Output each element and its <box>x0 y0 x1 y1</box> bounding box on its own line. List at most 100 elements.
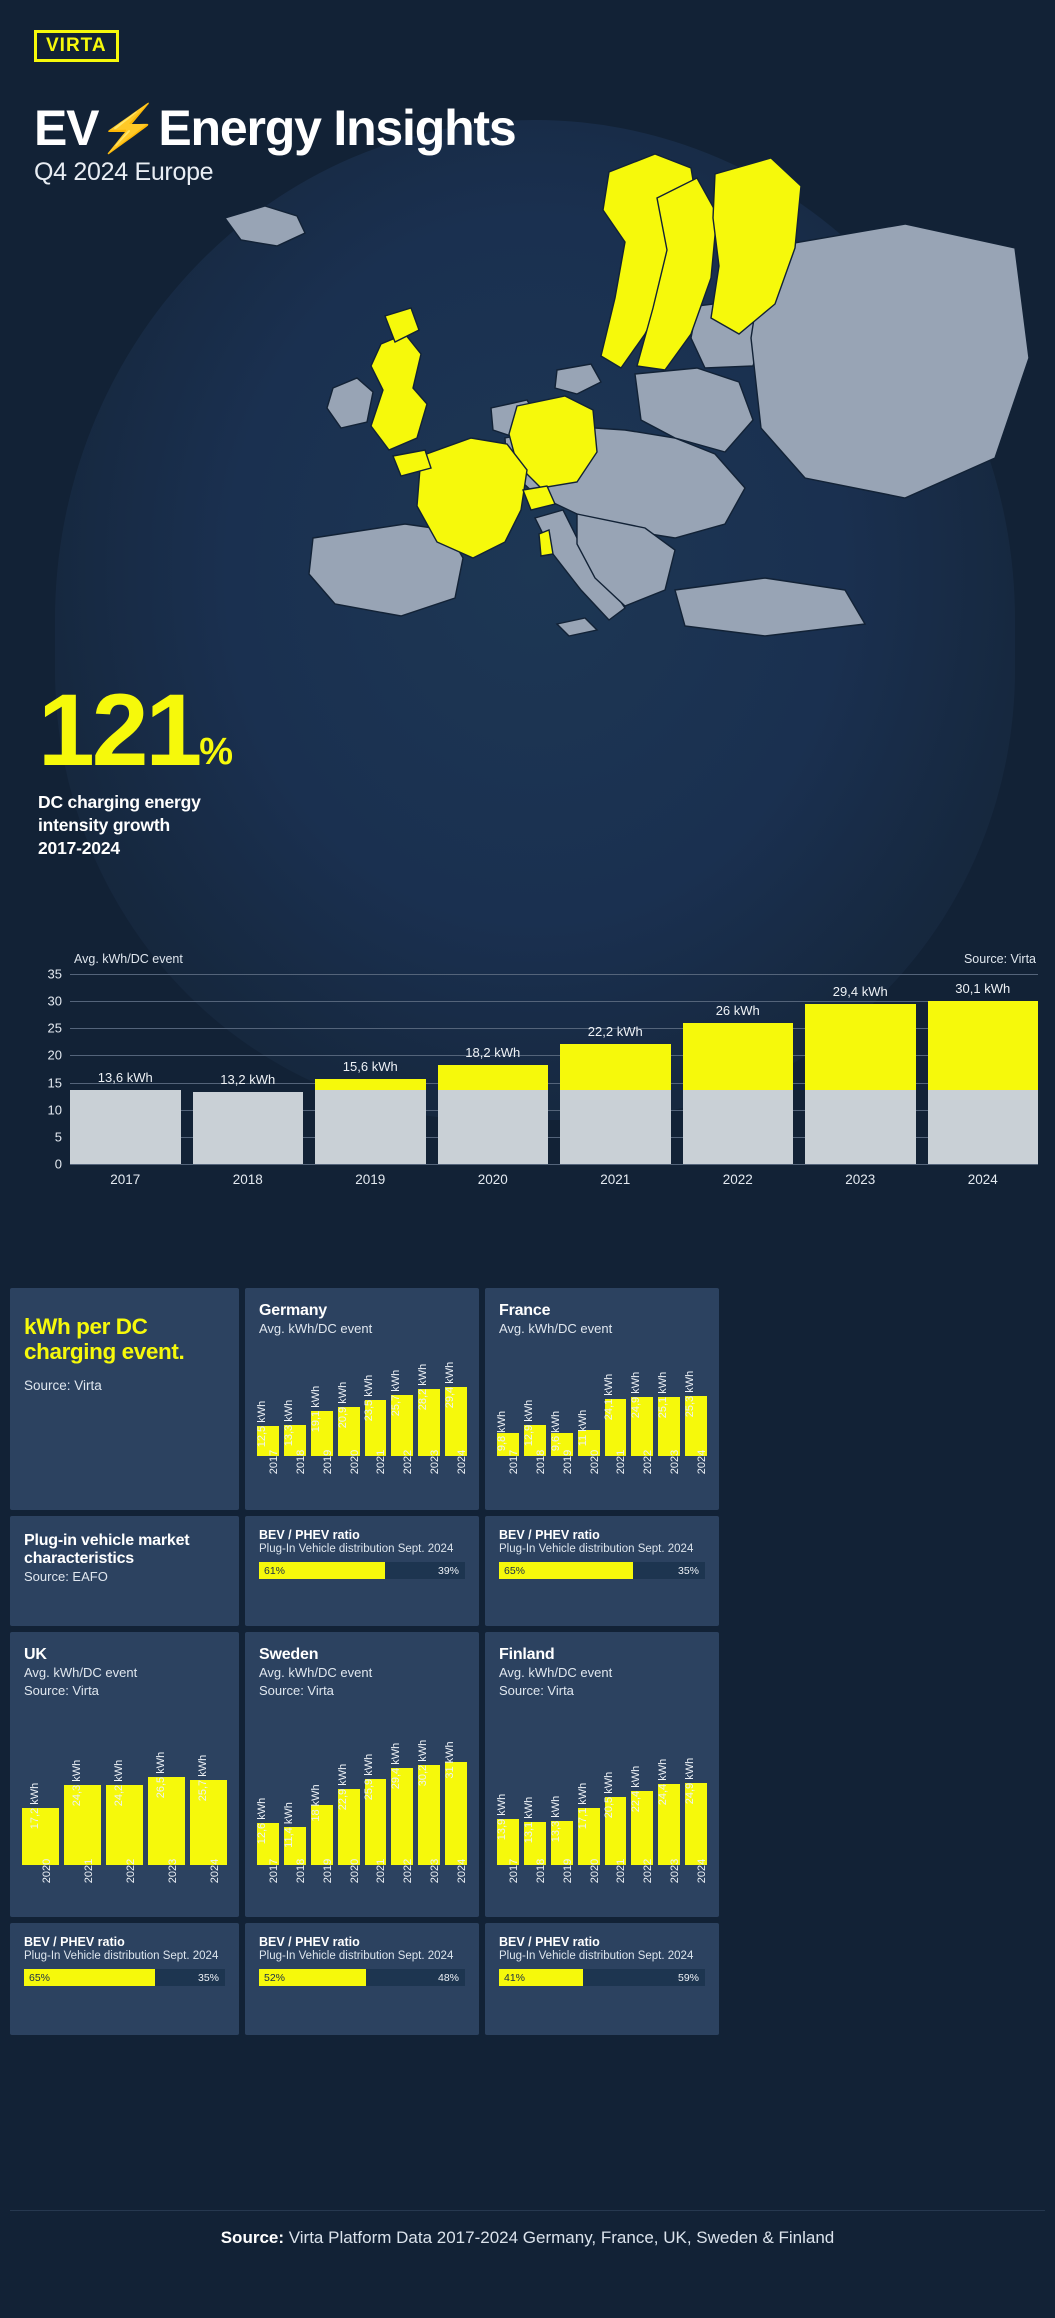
sweden-subtitle: Avg. kWh/DC event <box>259 1665 373 1680</box>
finland-subtitle: Avg. kWh/DC event <box>499 1665 613 1680</box>
germany-panel: Germany Avg. kWh/DC event 12,5 kWh 13,3 k… <box>245 1288 479 1510</box>
uk-value-label: 26,5 kWh <box>154 1752 167 1799</box>
sweden-bar-fill <box>257 1823 279 1865</box>
sweden-bar-fill <box>391 1767 414 1865</box>
panel-row-bottom: UK Avg. kWh/DC event Source: Virta 17,2 … <box>10 1632 1045 2035</box>
finland-bar-fill <box>577 1808 600 1865</box>
sweden-value-label: 12,6 kWh <box>255 1797 268 1845</box>
france-bar-fill <box>497 1432 519 1456</box>
uk-subtitle: Avg. kWh/DC event <box>24 1665 138 1680</box>
france-bar: 9,6 kWh <box>550 1338 573 1456</box>
footer: Source: Virta Platform Data 2017-2024 Ge… <box>0 2228 1055 2248</box>
sweden-bar-fill <box>337 1789 360 1865</box>
sweden-title: Sweden <box>259 1646 319 1663</box>
germany-subtitle: Avg. kWh/DC event <box>259 1321 373 1336</box>
hero-stat-number: 121 % <box>38 679 233 781</box>
uk-bar: 26,5 kWh <box>148 1700 185 1865</box>
uk-column: UK Avg. kWh/DC event Source: Virta 17,2 … <box>10 1632 239 2035</box>
sweden-source: Source: Virta <box>259 1682 334 1698</box>
germany-x-cell: 2017 <box>257 1450 280 1504</box>
main-chart-gridline <box>70 1136 1038 1138</box>
sweden-bar-chart: 12,6 kWh 11,4 kWh 18 kWh 22,9 kWh 25,9 kWh 29… <box>255 1700 469 1913</box>
france-value-label: 25,3 kWh <box>684 1370 697 1418</box>
main-chart-bar: 18,2 kWh <box>437 974 548 1164</box>
sweden-value-label: 29,4 kWh <box>390 1742 403 1789</box>
main-chart-value-label: 26 kWh <box>715 1002 760 1018</box>
sweden-header: Sweden Avg. kWh/DC event Source: Virta <box>245 1632 479 1700</box>
main-chart-y-tick: 25 <box>47 1020 62 1036</box>
sweden-bar: 31 kWh <box>444 1700 467 1865</box>
sweden-phev-value: 48% <box>437 1971 459 1984</box>
main-chart-caption: Avg. kWh/DC event <box>74 952 183 966</box>
main-chart-y-tick: 0 <box>54 1156 62 1172</box>
france-x-label: 2022 <box>642 1449 655 1475</box>
headline-source: Source: Virta <box>24 1378 102 1394</box>
france-x-labels: 2017 2018 2019 2020 2021 2022 2023 2024 <box>497 1450 708 1504</box>
sweden-bar: 30,2 kWh <box>417 1700 441 1865</box>
france-x-cell: 2023 <box>658 1450 681 1504</box>
finland-x-labels: 2017 2018 2019 2020 2021 2022 2023 2024 <box>497 1859 708 1913</box>
sweden-x-cell: 2021 <box>365 1859 387 1913</box>
uk-bar: 24,3 kWh <box>64 1700 101 1865</box>
finland-ratio-bar: 41% 59% <box>499 1969 705 1986</box>
sweden-value-label: 31 kWh <box>444 1741 457 1780</box>
uk-x-cell: 2023 <box>148 1859 185 1913</box>
finland-bar-fill <box>604 1797 627 1865</box>
uk-x-labels: 2020 2021 2022 2023 2024 <box>22 1859 227 1913</box>
germany-bar-fill <box>391 1395 414 1456</box>
sweden-value-label: 22,9 kWh <box>336 1763 349 1811</box>
uk-bar-fill <box>148 1777 185 1865</box>
footer-text: Virta Platform Data 2017-2024 Germany, F… <box>284 2228 835 2247</box>
finland-bar: 17,1 kWh <box>577 1700 600 1865</box>
sweden-x-cell: 2018 <box>284 1859 307 1913</box>
main-chart-x-label: 2023 <box>845 1172 876 1187</box>
germany-bar-fill <box>418 1389 441 1456</box>
sweden-x-label: 2024 <box>456 1858 469 1884</box>
main-chart-bar-growth <box>805 1004 916 1091</box>
france-value-label: 24,9 kWh <box>630 1371 643 1419</box>
uk-bar: 24,2 kWh <box>106 1700 143 1865</box>
market-source: Source: EAFO <box>24 1569 108 1584</box>
main-chart-axis <box>70 1164 1038 1165</box>
main-chart-bar-base <box>70 1090 181 1164</box>
main-chart-x-label: 2020 <box>477 1172 508 1187</box>
finland-x-label: 2024 <box>696 1858 709 1884</box>
france-bar-fill <box>604 1399 627 1456</box>
germany-bar-fill <box>310 1410 333 1456</box>
uk-ratio-panel: BEV / PHEV ratio Plug-In Vehicle distrib… <box>10 1923 239 2035</box>
germany-bar-fill <box>445 1386 467 1456</box>
france-x-label: 2023 <box>669 1449 682 1475</box>
main-chart-bars: 13,6 kWh 13,2 kWh 15,6 kWh 18,2 kWh 22,2 kWh… <box>70 974 1038 1164</box>
sweden-x-cell: 2017 <box>257 1859 280 1913</box>
france-ratio-bar: 65% 35% <box>499 1562 705 1579</box>
main-chart-bar: 22,2 kWh <box>560 974 671 1164</box>
uk-bar-fill <box>106 1784 143 1865</box>
france-value-label: 9,8 kWh <box>495 1410 508 1451</box>
germany-bar: 20,9 kWh <box>337 1338 360 1456</box>
germany-x-cell: 2023 <box>418 1450 441 1504</box>
main-chart-y-tick: 10 <box>47 1102 62 1118</box>
main-chart-bar: 29,4 kWh <box>805 974 916 1164</box>
headline-text: kWh per DC charging event. <box>24 1314 225 1364</box>
main-chart-bar-growth <box>682 1022 793 1091</box>
uk-panel: UK Avg. kWh/DC event Source: Virta 17,2 … <box>10 1632 239 1917</box>
main-chart-source: Source: Virta <box>963 952 1036 966</box>
germany-bar: 13,3 kWh <box>283 1338 306 1456</box>
hero-stat: 121 % DC charging energy intensity growt… <box>38 679 233 861</box>
page-title-part1: EV <box>34 100 100 156</box>
finland-x-cell: 2017 <box>497 1859 520 1913</box>
germany-x-cell: 2018 <box>284 1450 307 1504</box>
france-bar: 24,1 kWh <box>603 1338 627 1456</box>
france-bev-value: 65% <box>504 1564 526 1577</box>
sweden-x-cell: 2019 <box>311 1859 334 1913</box>
sweden-bar-fill <box>418 1765 441 1865</box>
sweden-value-label: 11,4 kWh <box>282 1802 295 1848</box>
main-chart-bar-base <box>682 1090 793 1164</box>
germany-x-cell: 2019 <box>311 1450 334 1504</box>
main-chart-y-tick: 20 <box>47 1047 62 1063</box>
finland-x-cell: 2022 <box>631 1859 654 1913</box>
main-chart-bar-base <box>927 1090 1038 1164</box>
footer-label: Source: <box>220 2228 285 2247</box>
uk-value-label: 17,2 kWh <box>28 1782 41 1830</box>
sweden-column: Sweden Avg. kWh/DC event Source: Virta 1… <box>245 1632 479 2035</box>
